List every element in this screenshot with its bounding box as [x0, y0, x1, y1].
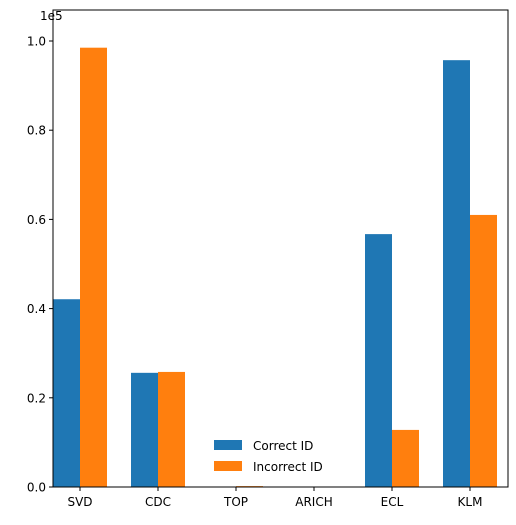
bar-incorrect-id-svd: [80, 47, 107, 487]
y-tick-label: 0.4: [27, 302, 46, 316]
bar-correct-id-ecl: [365, 234, 392, 487]
y-axis-offset-label: 1e5: [40, 9, 63, 23]
x-axis: SVD CDC TOP ARICH ECL KLM: [67, 487, 482, 509]
bar-correct-id-svd: [53, 299, 80, 487]
legend-swatch-incorrect-id: [214, 461, 242, 471]
y-tick-label: 0.6: [27, 213, 46, 227]
bar-incorrect-id-ecl: [392, 429, 419, 487]
plot-area-frame: [52, 9, 509, 488]
legend-swatch-correct-id: [214, 440, 242, 450]
y-axis: 0.0 0.2 0.4 0.6 0.8 1.0: [27, 35, 53, 495]
bar-correct-id-klm: [443, 60, 470, 487]
x-tick-label: KLM: [458, 495, 483, 509]
x-tick-label: CDC: [145, 495, 171, 509]
legend-label-correct-id: Correct ID: [253, 439, 313, 453]
y-tick-label: 0.0: [27, 481, 46, 495]
y-tick-label: 0.8: [27, 124, 46, 138]
x-tick-label: SVD: [67, 495, 92, 509]
bar-correct-id-cdc: [131, 372, 158, 487]
bar-incorrect-id-cdc: [158, 371, 185, 487]
x-tick-label: ARICH: [295, 495, 333, 509]
x-tick-label: ECL: [381, 495, 404, 509]
y-tick-label: 1.0: [27, 35, 46, 49]
y-tick-label: 0.2: [27, 391, 46, 405]
legend-label-incorrect-id: Incorrect ID: [253, 460, 323, 474]
legend: Correct ID Incorrect ID: [214, 439, 323, 474]
bars-group: [53, 47, 497, 487]
bar-incorrect-id-klm: [470, 214, 497, 487]
x-tick-label: TOP: [223, 495, 248, 509]
